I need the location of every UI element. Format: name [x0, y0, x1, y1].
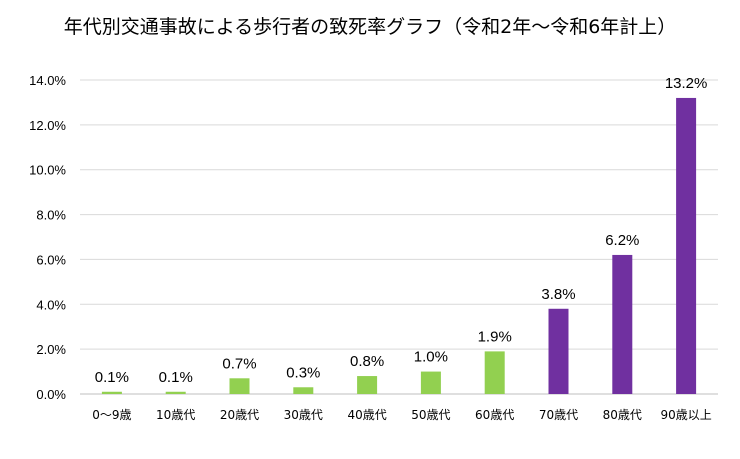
bar — [101, 391, 122, 394]
bar — [420, 371, 441, 394]
bar — [484, 351, 505, 394]
bar — [293, 387, 314, 394]
y-tick-label: 10.0% — [29, 163, 66, 178]
y-tick-label: 2.0% — [36, 342, 66, 357]
y-tick-label: 12.0% — [29, 118, 66, 133]
data-label: 0.3% — [286, 364, 320, 381]
x-tick-label: 50歳代 — [411, 408, 450, 422]
y-tick-label: 14.0% — [29, 73, 66, 88]
y-tick-label: 6.0% — [36, 252, 66, 267]
x-tick-label: 60歳代 — [475, 408, 514, 422]
bar — [357, 376, 378, 394]
y-tick-label: 8.0% — [36, 208, 66, 223]
x-tick-label: 40歳代 — [347, 408, 386, 422]
x-tick-label: 90歳以上 — [660, 408, 711, 422]
data-label: 6.2% — [605, 232, 639, 249]
data-label: 0.7% — [222, 355, 256, 372]
y-tick-label: 0.0% — [36, 387, 66, 402]
bar — [165, 391, 186, 394]
bar — [676, 97, 697, 394]
data-label: 1.9% — [478, 328, 512, 345]
data-label: 13.2% — [665, 75, 708, 92]
data-label: 3.8% — [541, 286, 575, 303]
x-tick-label: 70歳代 — [539, 408, 578, 422]
data-label: 0.8% — [350, 353, 384, 370]
bar — [229, 378, 250, 394]
data-label: 0.1% — [159, 369, 193, 386]
x-tick-label: 0～9歳 — [92, 408, 131, 422]
x-tick-label: 80歳代 — [603, 408, 642, 422]
data-label: 1.0% — [414, 349, 448, 366]
x-tick-label: 30歳代 — [284, 408, 323, 422]
bar — [612, 254, 633, 394]
x-tick-label: 20歳代 — [220, 408, 259, 422]
x-tick-label: 10歳代 — [156, 408, 195, 422]
data-label: 0.1% — [95, 369, 129, 386]
bar — [548, 308, 569, 394]
chart-title: 年代別交通事故による歩行者の致死率グラフ（令和2年～令和6年計上） — [63, 16, 677, 38]
y-tick-label: 4.0% — [36, 297, 66, 312]
